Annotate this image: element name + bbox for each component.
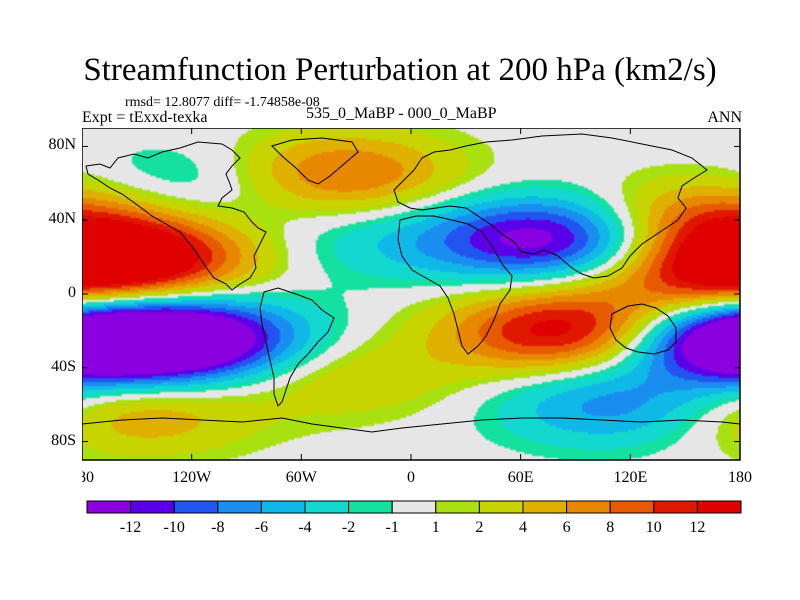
colorbar-boxes xyxy=(86,500,742,514)
x-tick-label: 120W xyxy=(172,469,212,486)
coastlines xyxy=(82,133,740,433)
colorbar-box xyxy=(653,500,698,514)
colorbar-box xyxy=(130,500,175,514)
experiment-label: Expt = tExxd-texka xyxy=(82,109,208,126)
map-ticks: 180 120W 60W 0 60E 120E 180 xyxy=(82,128,752,486)
colorbar-box xyxy=(566,500,611,514)
colorbar-box xyxy=(86,500,132,514)
colorbar-box xyxy=(478,500,524,514)
coastline-south-america xyxy=(259,287,335,407)
colorbar-label: -6 xyxy=(255,519,268,536)
colorbar-label: -4 xyxy=(298,519,311,536)
colorbar-label: 12 xyxy=(689,519,705,536)
colorbar-label: -1 xyxy=(386,519,399,536)
x-tick-label: 120E xyxy=(613,469,647,486)
streamfunction-field xyxy=(82,128,740,460)
x-tick-label: 60E xyxy=(508,469,534,486)
colorbar-box xyxy=(609,500,655,514)
x-tick-label: 180 xyxy=(82,469,94,486)
coastline-north-america xyxy=(85,141,267,291)
chart-title: Streamfunction Perturbation at 200 hPa (… xyxy=(83,52,717,88)
x-tick-label: 180 xyxy=(728,469,752,486)
colorbar-box xyxy=(391,500,437,514)
x-tick-label: 0 xyxy=(407,469,415,486)
colorbar-label: 4 xyxy=(519,519,527,536)
colorbar-box xyxy=(348,500,393,514)
colorbar-box xyxy=(304,500,350,514)
colorbar-label: 10 xyxy=(646,519,662,536)
colorbar-box xyxy=(522,500,568,514)
colorbar-label: 1 xyxy=(432,519,440,536)
colorbar-box xyxy=(173,500,219,514)
coastline-eurasia xyxy=(393,133,708,279)
experiment-difference: 535_0_MaBP - 000_0_MaBP xyxy=(306,105,497,122)
colorbar-label: 8 xyxy=(606,519,614,536)
colorbar-label: -2 xyxy=(342,519,355,536)
y-tick-label: 80N xyxy=(48,136,76,154)
colorbar-label: 2 xyxy=(475,519,483,536)
colorbar-label: -10 xyxy=(164,519,185,536)
rmsd-stats: rmsd= 12.8077 diff= -1.74858e-08 xyxy=(125,95,320,110)
colorbar-box xyxy=(260,500,306,514)
y-tick-label: 0 xyxy=(68,284,76,301)
y-tick-label: 80S xyxy=(51,431,76,449)
season-label: ANN xyxy=(707,109,742,126)
colorbar-label: -8 xyxy=(211,519,224,536)
colorbar-box xyxy=(435,500,480,514)
colorbar-labels: -12 -10 -8 -6 -4 -2 -1 1 2 4 6 8 10 12 xyxy=(120,519,705,536)
coastline-antarctica xyxy=(82,417,740,433)
x-tick-label: 60W xyxy=(286,469,318,486)
coastline-africa xyxy=(397,215,513,355)
colorbar-label: 6 xyxy=(563,519,571,536)
map-plot: 180 120W 60W 0 60E 120E 180 xyxy=(82,128,752,486)
colorbar-label: -12 xyxy=(120,519,141,536)
colorbar: -12 -10 -8 -6 -4 -2 -1 1 2 4 6 8 10 12 xyxy=(86,500,742,536)
coastline-australia xyxy=(609,303,677,355)
y-tick-label: 40S xyxy=(51,357,76,375)
colorbar-box xyxy=(217,500,262,514)
coastline-greenland xyxy=(271,137,359,185)
y-tick-label: 40N xyxy=(48,210,76,228)
colorbar-box xyxy=(696,500,742,514)
